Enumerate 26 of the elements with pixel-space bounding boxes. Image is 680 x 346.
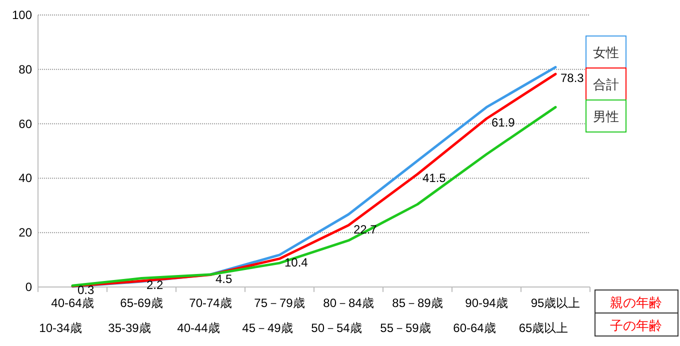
text: 子の年齢	[610, 318, 662, 333]
y-tick-label: 60	[18, 116, 32, 131]
data-label: 0.3	[78, 283, 95, 298]
y-tick-label: 0	[25, 280, 32, 294]
text: 女性	[593, 45, 619, 60]
data-label: 61.9	[492, 116, 516, 130]
text: 合計	[593, 77, 619, 92]
x-tick-label: 75－79歳 45－49歳	[242, 296, 305, 335]
x-tick-label: 40-64歳 10-34歳	[39, 296, 94, 335]
text: 男性	[593, 109, 619, 124]
y-tick-label: 100	[12, 8, 32, 22]
x-tick-label: 80－84歳 50－54歳	[311, 296, 374, 335]
data-label: 78.3	[560, 71, 584, 86]
x-tick-label: 85－89歳 55－59歳	[380, 296, 443, 335]
x-tick-label: 70-74歳 40-44歳	[177, 296, 232, 335]
y-tick-label: 20	[18, 226, 32, 240]
y-tick-label: 80	[18, 62, 32, 76]
data-label: 41.5	[422, 171, 446, 186]
x-tick-label: 95歳以上 65歳以上	[518, 296, 580, 335]
x-tick-label: 65-69歳 35-39歳	[108, 296, 163, 335]
text: 親の年齢	[610, 295, 662, 310]
y-tick-label: 40	[18, 171, 32, 186]
data-label: 2.2	[146, 278, 164, 292]
data-label: 4.5	[216, 272, 233, 286]
data-label: 10.4	[284, 256, 308, 270]
x-tick-label: 90-94歳 60-64歳	[453, 296, 508, 335]
